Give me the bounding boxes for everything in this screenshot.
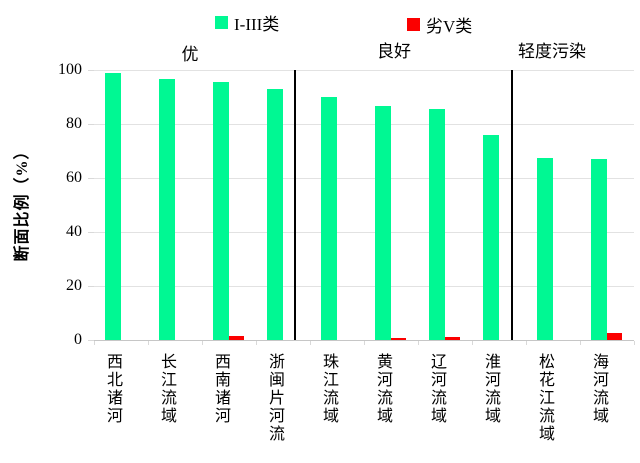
- x-tick-mark-3: [256, 341, 257, 345]
- x-tick-mark-5: [364, 341, 365, 345]
- gridline-100: [94, 69, 634, 71]
- bar-i-iii-珠江流域: [321, 97, 337, 340]
- x-tick-mark-1: [148, 341, 149, 345]
- x-axis-label-西南诸河: 西南诸河: [214, 354, 231, 425]
- y-tick-label-40: 40: [66, 223, 82, 240]
- bar-inferior-v-海河流域: [607, 333, 622, 340]
- y-tick-mark-20: [88, 286, 94, 287]
- x-axis-label-淮河流域: 淮河流域: [484, 354, 501, 425]
- gridline-40: [94, 231, 634, 233]
- y-tick-label-20: 20: [66, 277, 82, 294]
- group-label-good: 良好: [377, 42, 411, 61]
- bar-i-iii-黄河流域: [375, 106, 391, 340]
- y-tick-mark-60: [88, 178, 94, 179]
- x-tick-mark-9: [580, 341, 581, 345]
- x-axis-label-珠江流域: 珠江流域: [322, 354, 339, 425]
- gridline-60: [94, 177, 634, 179]
- legend-swatch-red: [407, 18, 420, 31]
- legend-item-inferior-v: 劣V类: [407, 12, 472, 37]
- bar-i-iii-海河流域: [591, 159, 607, 340]
- y-tick-label-0: 0: [74, 331, 82, 348]
- y-tick-label-100: 100: [58, 61, 82, 78]
- bar-i-iii-西南诸河: [213, 82, 229, 340]
- plot-area: [94, 69, 634, 341]
- x-axis-label-西北诸河: 西北诸河: [106, 354, 123, 425]
- x-tick-mark-0: [94, 341, 95, 345]
- x-tick-mark-10: [634, 341, 635, 345]
- x-axis-label-浙闽片河流: 浙闽片河流: [268, 354, 285, 443]
- group-label-excellent: 优: [181, 45, 199, 64]
- x-axis-label-松花江流域: 松花江流域: [538, 354, 555, 443]
- x-axis-label-海河流域: 海河流域: [592, 354, 609, 425]
- bar-i-iii-松花江流域: [537, 157, 553, 340]
- bar-inferior-v-辽河流域: [445, 337, 460, 340]
- y-tick-mark-40: [88, 232, 94, 233]
- x-tick-mark-8: [526, 341, 527, 345]
- gridline-80: [94, 123, 634, 125]
- x-axis-label-黄河流域: 黄河流域: [376, 354, 393, 425]
- legend-label-i-iii: I-III类: [234, 15, 280, 34]
- y-tick-label-60: 60: [66, 169, 82, 186]
- x-tick-mark-6: [418, 341, 419, 345]
- bar-inferior-v-黄河流域: [391, 337, 406, 340]
- group-label-light-pollution: 轻度污染: [518, 42, 586, 61]
- x-axis-label-辽河流域: 辽河流域: [430, 354, 447, 425]
- legend-item-i-iii: I-III类: [215, 10, 279, 35]
- bar-i-iii-辽河流域: [429, 109, 445, 340]
- x-tick-mark-4: [310, 341, 311, 345]
- group-separator-1: [294, 70, 296, 340]
- x-tick-mark-2: [202, 341, 203, 345]
- y-tick-mark-0: [88, 340, 94, 341]
- legend-swatch-green: [215, 16, 228, 29]
- bar-i-iii-浙闽片河流: [267, 88, 283, 340]
- legend-label-inferior-v: 劣V类: [426, 17, 473, 36]
- y-tick-label-80: 80: [66, 115, 82, 132]
- y-tick-mark-100: [88, 70, 94, 71]
- gridline-20: [94, 285, 634, 287]
- x-axis-label-长江流域: 长江流域: [160, 354, 177, 425]
- bar-inferior-v-西南诸河: [229, 335, 244, 340]
- bar-i-iii-淮河流域: [483, 134, 499, 340]
- y-axis-title: 断面比例（%）: [14, 142, 31, 262]
- group-separator-2: [511, 70, 513, 340]
- x-tick-mark-7: [472, 341, 473, 345]
- y-tick-mark-80: [88, 124, 94, 125]
- bar-i-iii-长江流域: [159, 79, 175, 340]
- bar-i-iii-西北诸河: [105, 72, 121, 340]
